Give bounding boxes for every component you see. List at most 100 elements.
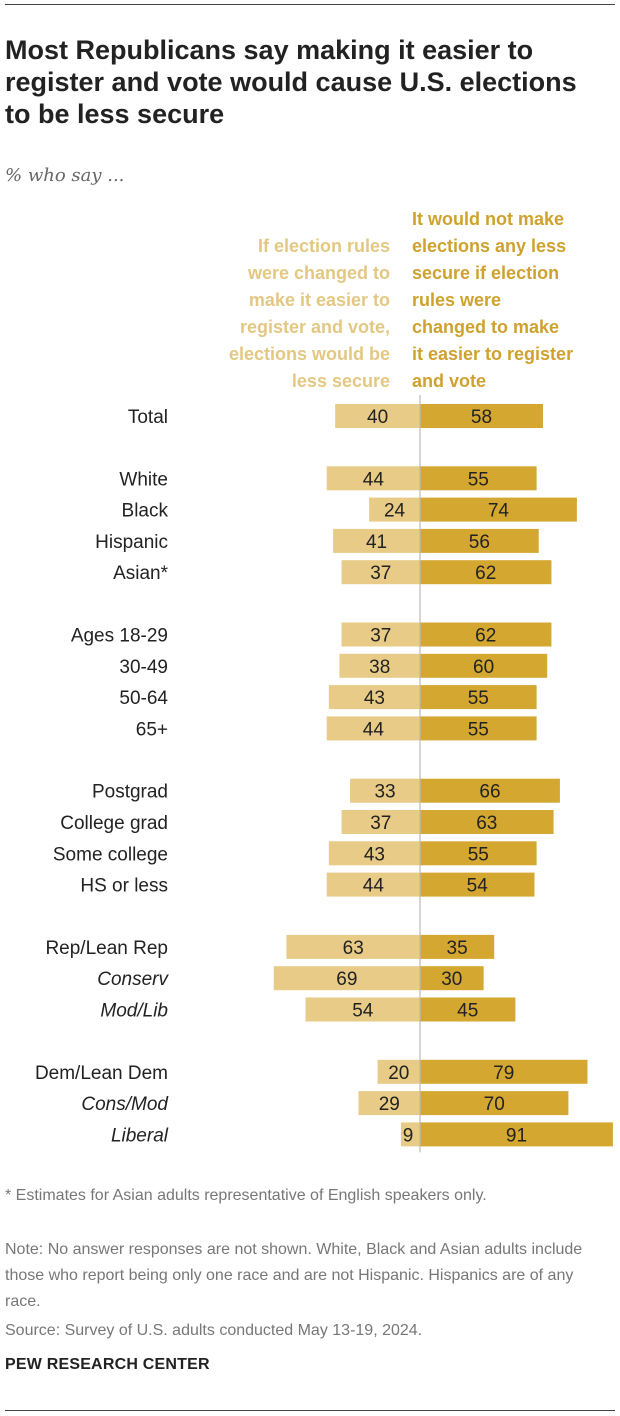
value-not-less-secure: 54 <box>467 876 489 897</box>
value-less-secure: 54 <box>352 1001 374 1022</box>
chart-title: Most Republicans say making it easier to… <box>5 35 577 129</box>
row-label: Mod/Lib <box>100 1001 168 1022</box>
pew-logo-text: PEW RESEARCH CENTER <box>5 1356 210 1373</box>
bar-less-secure <box>286 934 420 959</box>
row-label: Asian* <box>113 563 169 584</box>
value-less-secure: 44 <box>363 719 385 740</box>
bar-less-secure <box>328 685 420 710</box>
row-label: 30-49 <box>119 657 168 678</box>
value-less-secure: 9 <box>403 1125 414 1146</box>
value-less-secure: 43 <box>364 688 385 709</box>
value-not-less-secure: 63 <box>476 813 497 834</box>
value-not-less-secure: 56 <box>469 532 490 553</box>
value-less-secure: 44 <box>363 469 385 490</box>
legend-less-secure-line: elections would be <box>228 344 390 364</box>
value-less-secure: 37 <box>370 563 391 584</box>
legend-not-less-secure-line: It would not make <box>412 209 565 229</box>
legend-less-secure-line: were changed to <box>247 263 390 283</box>
bar-less-secure <box>328 841 420 866</box>
value-not-less-secure: 45 <box>457 1001 478 1022</box>
bar-not-less-secure <box>420 716 537 741</box>
footnote: * Estimates for Asian adults representat… <box>5 1187 487 1204</box>
top-rule <box>5 4 615 5</box>
row-label: Some college <box>53 844 168 865</box>
diverging-bar-chart: Total 40 58 White 44 55 Black 24 74 Hispanic 41 56 A… <box>35 395 613 1153</box>
row-label: Liberal <box>111 1125 169 1146</box>
row-label: Dem/Lean Dem <box>35 1063 168 1084</box>
row-label: Hispanic <box>95 532 168 553</box>
value-less-secure: 24 <box>384 501 406 522</box>
bar-less-secure <box>333 528 420 553</box>
bar-not-less-secure <box>420 966 484 991</box>
bar-less-secure <box>341 810 420 834</box>
legend-not-less-secure-line: rules were <box>412 290 502 310</box>
row-label: White <box>119 469 168 490</box>
value-not-less-secure: 62 <box>475 563 496 584</box>
legend-less-secure-line: less secure <box>291 371 390 391</box>
row-label: Conserv <box>97 969 169 990</box>
value-not-less-secure: 62 <box>475 626 496 647</box>
bar-not-less-secure <box>420 810 554 834</box>
bar-not-less-secure <box>420 778 560 803</box>
row-label: Rep/Lean Rep <box>45 938 168 959</box>
bar-not-less-secure <box>420 841 537 866</box>
value-less-secure: 63 <box>343 938 364 959</box>
bar-not-less-secure <box>420 1091 569 1116</box>
value-not-less-secure: 55 <box>468 719 489 740</box>
row-label: HS or less <box>80 876 168 897</box>
value-not-less-secure: 55 <box>468 688 489 709</box>
value-not-less-secure: 60 <box>473 657 494 678</box>
bar-not-less-secure <box>420 1122 613 1147</box>
bar-not-less-secure <box>420 872 535 897</box>
value-not-less-secure: 79 <box>493 1063 514 1084</box>
value-not-less-secure: 91 <box>506 1125 527 1146</box>
bar-not-less-secure <box>420 466 537 491</box>
value-not-less-secure: 58 <box>471 407 492 428</box>
value-not-less-secure: 55 <box>468 469 489 490</box>
value-less-secure: 20 <box>388 1063 409 1084</box>
value-less-secure: 69 <box>336 969 357 990</box>
row-label: Black <box>122 501 169 522</box>
legend-less-secure-line: If election rules <box>257 236 390 256</box>
legend-not-less-secure: It would not make elections any less secur… <box>412 206 573 395</box>
bar-less-secure <box>273 966 420 991</box>
bar-not-less-secure <box>420 560 552 585</box>
legend-less-secure: If election rules were changed to make it … <box>229 233 390 395</box>
bar-less-secure <box>326 872 420 897</box>
value-not-less-secure: 70 <box>484 1094 505 1115</box>
bar-less-secure <box>369 497 420 522</box>
bar-less-secure <box>305 997 420 1022</box>
bar-not-less-secure <box>420 1059 588 1084</box>
legend-not-less-secure-line: and vote <box>412 371 487 391</box>
value-less-secure: 29 <box>379 1094 400 1115</box>
bar-less-secure <box>350 778 420 803</box>
legend-not-less-secure-line: it easier to register <box>412 344 574 364</box>
legend-not-less-secure-line: changed to make <box>412 317 560 337</box>
value-not-less-secure: 55 <box>468 844 489 865</box>
row-label: 65+ <box>136 719 168 740</box>
source-note: Source: Survey of U.S. adults conducted … <box>5 1322 423 1339</box>
chart-note: Note: No answer responses are not shown.… <box>5 1241 583 1310</box>
bar-less-secure <box>335 404 420 428</box>
value-not-less-secure: 66 <box>479 782 500 803</box>
bar-less-secure <box>341 560 420 585</box>
bar-not-less-secure <box>420 934 495 959</box>
value-less-secure: 41 <box>366 532 387 553</box>
bar-less-secure <box>341 622 420 647</box>
value-less-secure: 37 <box>370 813 391 834</box>
value-less-secure: 40 <box>367 407 388 428</box>
legend-less-secure-line: make it easier to <box>248 290 390 310</box>
bar-not-less-secure <box>420 622 552 647</box>
bar-not-less-secure <box>420 497 577 522</box>
bar-less-secure <box>326 716 420 741</box>
row-label: College grad <box>60 813 168 834</box>
row-label: Ages 18-29 <box>71 626 168 647</box>
value-less-secure: 37 <box>370 626 391 647</box>
bar-not-less-secure <box>420 528 539 553</box>
row-label: Postgrad <box>92 782 168 803</box>
bottom-rule <box>5 1410 615 1411</box>
value-less-secure: 43 <box>364 844 385 865</box>
chart-subtitle: % who say ... <box>5 165 125 186</box>
row-label: Cons/Mod <box>81 1094 169 1115</box>
row-label: 50-64 <box>119 688 168 709</box>
